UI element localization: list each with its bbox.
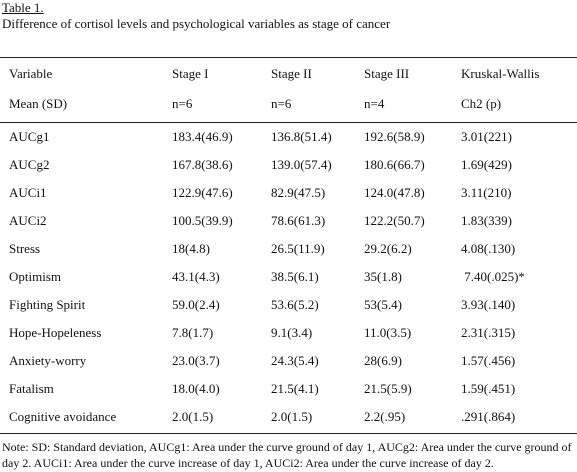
table-caption-title: Difference of cortisol levels and psycho… <box>2 16 391 31</box>
row-stage-1: 183.4(46.9) <box>172 129 233 144</box>
row-kruskal-wallis: .291(.864) <box>461 409 516 424</box>
table-row: AUCi2 100.5(39.9) 78.6(61.3) 122.2(50.7)… <box>0 209 577 233</box>
row-stage-3: 2.2(.95) <box>364 409 406 424</box>
table-row: Hope-Hopeleness 7.8(1.7) 9.1(3.4) 11.0(3… <box>0 321 577 345</box>
row-stage-3: 180.6(66.7) <box>364 157 425 172</box>
header-row-2: Mean (SD) n=6 n=6 n=4 Ch2 (p) <box>0 92 577 116</box>
row-stage-3: 124.0(47.8) <box>364 185 425 200</box>
header-stage-3: Stage III <box>364 66 410 81</box>
header-stage-1: Stage I <box>172 66 209 81</box>
header-n-stage-1: n=6 <box>172 96 193 111</box>
row-stage-2: 136.8(51.4) <box>271 129 332 144</box>
row-stage-2: 78.6(61.3) <box>271 213 326 228</box>
header-mean-sd: Mean (SD) <box>9 96 68 111</box>
table-row: Cognitive avoidance 2.0(1.5) 2.0(1.5) 2.… <box>0 405 577 429</box>
row-stage-3: 28(6.9) <box>364 353 402 368</box>
row-stage-2: 53.6(5.2) <box>271 297 319 312</box>
row-stage-1: 100.5(39.9) <box>172 213 233 228</box>
row-variable: AUCi2 <box>9 213 47 228</box>
row-variable: Stress <box>9 241 41 256</box>
row-stage-2: 2.0(1.5) <box>271 409 313 424</box>
top-rule <box>0 57 577 58</box>
header-kruskal-wallis: Kruskal-Wallis <box>461 66 540 81</box>
header-n-stage-3: n=4 <box>364 96 385 111</box>
header-row-1: Variable Stage I Stage II Stage III Krus… <box>0 62 577 86</box>
row-stage-2: 26.5(11.9) <box>271 241 325 256</box>
row-stage-2: 24.3(5.4) <box>271 353 319 368</box>
row-kruskal-wallis: 4.08(.130) <box>461 241 516 256</box>
table-row: Optimism 43.1(4.3) 38.5(6.1) 35(1.8) 7.4… <box>0 265 577 289</box>
row-kruskal-wallis: 3.01(221) <box>461 129 512 144</box>
row-kruskal-wallis: 2.31(.315) <box>461 325 516 340</box>
row-stage-3: 21.5(5.9) <box>364 381 412 396</box>
table-row: AUCg1 183.4(46.9) 136.8(51.4) 192.6(58.9… <box>0 125 577 149</box>
header-variable: Variable <box>9 66 53 81</box>
row-stage-2: 9.1(3.4) <box>271 325 313 340</box>
row-stage-3: 11.0(3.5) <box>364 325 412 340</box>
row-kruskal-wallis: 1.59(.451) <box>461 381 516 396</box>
row-variable: AUCg1 <box>9 129 50 144</box>
table-row: AUCi1 122.9(47.6) 82.9(47.5) 124.0(47.8)… <box>0 181 577 205</box>
row-stage-1: 122.9(47.6) <box>172 185 233 200</box>
row-stage-1: 23.0(3.7) <box>172 353 220 368</box>
row-stage-1: 2.0(1.5) <box>172 409 214 424</box>
bottom-rule <box>0 433 577 434</box>
row-variable: Fighting Spirit <box>9 297 86 312</box>
row-kruskal-wallis: 1.69(429) <box>461 157 512 172</box>
table-row: Anxiety-worry 23.0(3.7) 24.3(5.4) 28(6.9… <box>0 349 577 373</box>
row-variable: Hope-Hopeleness <box>9 325 102 340</box>
row-stage-3: 122.2(50.7) <box>364 213 425 228</box>
header-ch2-p: Ch2 (p) <box>461 96 502 111</box>
table-row: Fatalism 18.0(4.0) 21.5(4.1) 21.5(5.9) 1… <box>0 377 577 401</box>
row-stage-1: 167.8(38.6) <box>172 157 233 172</box>
row-variable: Anxiety-worry <box>9 353 87 368</box>
row-variable: AUCg2 <box>9 157 50 172</box>
table-row: AUCg2 167.8(38.6) 139.0(57.4) 180.6(66.7… <box>0 153 577 177</box>
table-caption-label: Table 1. <box>2 0 44 15</box>
row-stage-2: 21.5(4.1) <box>271 381 319 396</box>
row-stage-2: 139.0(57.4) <box>271 157 332 172</box>
row-stage-1: 7.8(1.7) <box>172 325 214 340</box>
row-stage-3: 192.6(58.9) <box>364 129 425 144</box>
header-stage-2: Stage II <box>271 66 312 81</box>
row-variable: Cognitive avoidance <box>9 409 117 424</box>
row-stage-1: 43.1(4.3) <box>172 269 220 284</box>
row-stage-3: 35(1.8) <box>364 269 402 284</box>
row-stage-2: 82.9(47.5) <box>271 185 326 200</box>
table-note: Note: SD: Standard deviation, AUCg1: Are… <box>2 440 572 470</box>
row-stage-1: 59.0(2.4) <box>172 297 220 312</box>
row-stage-3: 29.2(6.2) <box>364 241 412 256</box>
row-variable: Optimism <box>9 269 62 284</box>
row-kruskal-wallis: 3.93(.140) <box>461 297 516 312</box>
header-rule <box>0 122 577 123</box>
row-stage-1: 18(4.8) <box>172 241 210 256</box>
row-kruskal-wallis: 1.57(.456) <box>461 353 516 368</box>
row-kruskal-wallis: 1.83(339) <box>461 213 512 228</box>
table-row: Fighting Spirit 59.0(2.4) 53.6(5.2) 53(5… <box>0 293 577 317</box>
table-row: Stress 18(4.8) 26.5(11.9) 29.2(6.2) 4.08… <box>0 237 577 261</box>
row-variable: Fatalism <box>9 381 54 396</box>
row-kruskal-wallis: 7.40(.025)* <box>461 269 525 284</box>
row-stage-2: 38.5(6.1) <box>271 269 319 284</box>
row-stage-1: 18.0(4.0) <box>172 381 220 396</box>
header-n-stage-2: n=6 <box>271 96 292 111</box>
row-stage-3: 53(5.4) <box>364 297 402 312</box>
row-kruskal-wallis: 3.11(210) <box>461 185 512 200</box>
row-variable: AUCi1 <box>9 185 47 200</box>
